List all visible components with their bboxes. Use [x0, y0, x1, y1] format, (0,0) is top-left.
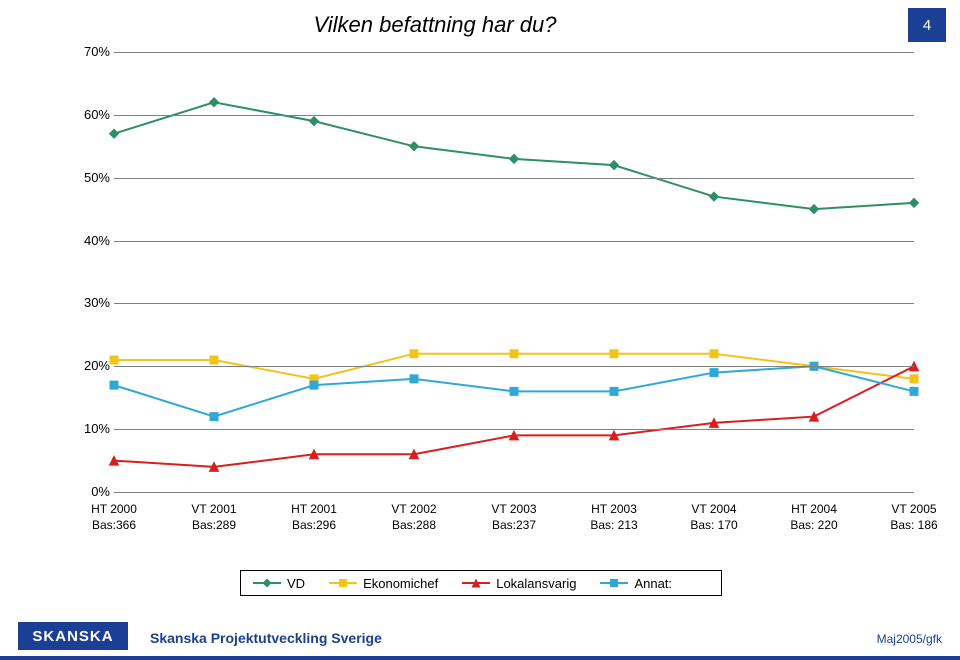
- legend-item: Lokalansvarig: [462, 575, 576, 591]
- series-marker: [310, 381, 318, 389]
- x-axis-label: HT 2003Bas: 213: [570, 502, 658, 533]
- series-marker: [210, 98, 219, 107]
- page-number-box: 4: [908, 8, 946, 42]
- legend-label: VD: [287, 576, 305, 591]
- x-axis-label: VT 2005Bas: 186: [870, 502, 958, 533]
- series-marker: [710, 369, 718, 377]
- gridline: [114, 178, 914, 179]
- skanska-logo: SKANSKA: [18, 622, 128, 650]
- gridline: [114, 241, 914, 242]
- series-marker: [110, 129, 119, 138]
- x-axis-label: VT 2003Bas:237: [470, 502, 558, 533]
- x-axis-label: HT 2001Bas:296: [270, 502, 358, 533]
- gridline: [114, 492, 914, 493]
- page-number: 4: [923, 17, 931, 34]
- y-axis-label: 60%: [60, 107, 110, 122]
- legend-label: Ekonomichef: [363, 576, 438, 591]
- x-axis-label: HT 2004Bas: 220: [770, 502, 858, 533]
- legend-swatch: [462, 575, 490, 591]
- y-axis-label: 10%: [60, 421, 110, 436]
- series-marker: [610, 387, 618, 395]
- series-marker: [410, 350, 418, 358]
- gridline: [114, 115, 914, 116]
- series-marker: [710, 350, 718, 358]
- legend-label: Annat:: [634, 576, 672, 591]
- footer-company: Skanska Projektutveckling Sverige: [150, 630, 382, 646]
- gridline: [114, 303, 914, 304]
- legend-item: Annat:: [600, 575, 672, 591]
- series-marker: [910, 375, 918, 383]
- x-axis-label: HT 2000Bas:366: [70, 502, 158, 533]
- series-marker: [110, 356, 118, 364]
- y-axis-label: 0%: [60, 484, 110, 499]
- series-line: [114, 366, 914, 467]
- series-marker: [310, 117, 319, 126]
- gridline: [114, 429, 914, 430]
- y-axis-label: 50%: [60, 170, 110, 185]
- footer-bar: [0, 656, 960, 660]
- x-axis-label: VT 2002Bas:288: [370, 502, 458, 533]
- y-axis-label: 30%: [60, 295, 110, 310]
- series-marker: [510, 154, 519, 163]
- line-chart: 0%10%20%30%40%50%60%70%HT 2000Bas:366VT …: [60, 52, 930, 552]
- footer: SKANSKA Skanska Projektutveckling Sverig…: [0, 612, 960, 660]
- series-marker: [510, 387, 518, 395]
- legend-swatch: [329, 575, 357, 591]
- series-marker: [910, 198, 919, 207]
- legend-label: Lokalansvarig: [496, 576, 576, 591]
- legend-item: VD: [253, 575, 305, 591]
- series-marker: [410, 375, 418, 383]
- series-marker: [210, 356, 218, 364]
- x-axis-label: VT 2001Bas:289: [170, 502, 258, 533]
- series-marker: [210, 413, 218, 421]
- chart-title: Vilken befattning har du?: [0, 12, 870, 38]
- series-marker: [610, 161, 619, 170]
- x-axis-label: VT 2004Bas: 170: [670, 502, 758, 533]
- plot-svg: [114, 52, 914, 492]
- series-marker: [710, 192, 719, 201]
- y-axis-label: 20%: [60, 358, 110, 373]
- series-marker: [610, 350, 618, 358]
- gridline: [114, 366, 914, 367]
- series-marker: [910, 387, 918, 395]
- gridline: [114, 52, 914, 53]
- series-marker: [810, 205, 819, 214]
- series-marker: [410, 142, 419, 151]
- y-axis-label: 70%: [60, 44, 110, 59]
- legend: VD Ekonomichef Lokalansvarig Annat:: [240, 570, 722, 596]
- legend-swatch: [253, 575, 281, 591]
- plot-area: [114, 52, 914, 492]
- legend-swatch: [600, 575, 628, 591]
- series-marker: [510, 350, 518, 358]
- series-marker: [110, 381, 118, 389]
- legend-item: Ekonomichef: [329, 575, 438, 591]
- y-axis-label: 40%: [60, 233, 110, 248]
- footer-right: Maj2005/gfk: [877, 632, 942, 646]
